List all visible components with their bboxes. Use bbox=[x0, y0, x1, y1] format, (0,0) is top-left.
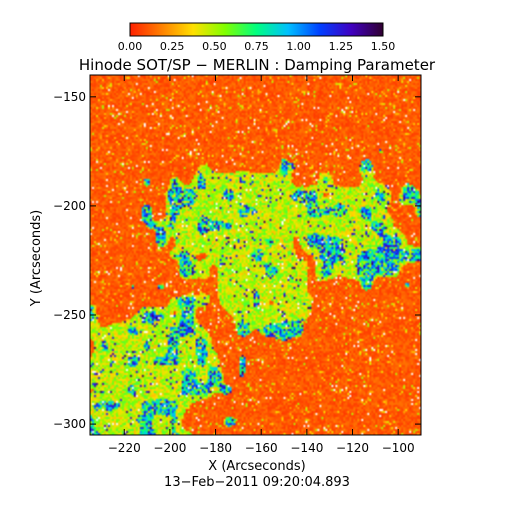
colorbar-ticks: 0.00 0.25 0.50 0.75 1.00 1.25 1.50 bbox=[118, 40, 396, 53]
y-tick-label: −200 bbox=[53, 199, 86, 213]
x-tick-label: −100 bbox=[382, 441, 415, 455]
y-tick-label: −300 bbox=[53, 417, 86, 431]
colorbar-tick-label: 0.00 bbox=[118, 40, 143, 53]
x-axis-ticks: −220 −200 −180 −160 −140 −120 −100 bbox=[108, 75, 415, 455]
x-tick-label: −140 bbox=[290, 441, 323, 455]
timestamp: 13−Feb−2011 09:20:04.893 bbox=[164, 475, 350, 490]
chart-title: Hinode SOT/SP − MERLIN : Damping Paramet… bbox=[79, 56, 436, 74]
plot-frame bbox=[89, 74, 422, 436]
colorbar-tick-label: 1.00 bbox=[286, 40, 311, 53]
x-tick-label: −180 bbox=[199, 441, 232, 455]
colorbar-tick-label: 1.25 bbox=[329, 40, 354, 53]
colorbar-tick-label: 0.50 bbox=[202, 40, 227, 53]
colorbar bbox=[129, 22, 384, 37]
colorbar-tick-label: 0.75 bbox=[244, 40, 269, 53]
x-tick-label: −220 bbox=[108, 441, 141, 455]
y-tick-label: −150 bbox=[53, 90, 86, 104]
y-axis-ticks: −150 −200 −250 −300 bbox=[53, 90, 421, 431]
y-tick-label: −250 bbox=[53, 308, 86, 322]
x-tick-label: −120 bbox=[336, 441, 369, 455]
y-axis-label: Y (Arcseconds) bbox=[29, 210, 44, 307]
heatmap-image bbox=[90, 75, 421, 435]
colorbar-tick-label: 1.50 bbox=[371, 40, 396, 53]
colorbar-tick-label: 0.25 bbox=[160, 40, 185, 53]
x-axis-label: X (Arcseconds) bbox=[208, 459, 305, 474]
x-tick-label: −200 bbox=[153, 441, 186, 455]
x-tick-label: −160 bbox=[245, 441, 278, 455]
